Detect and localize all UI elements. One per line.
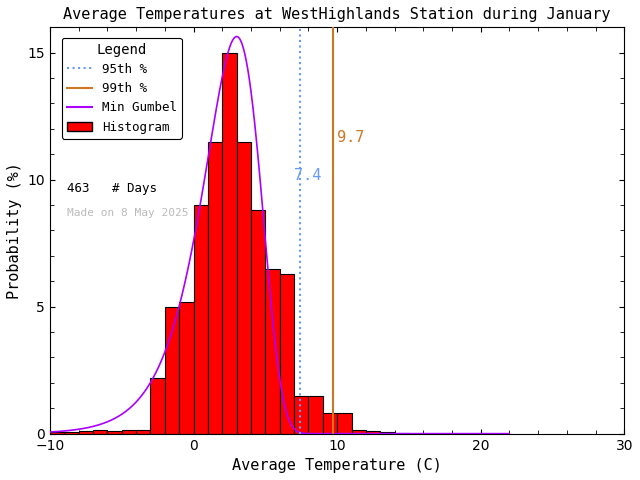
Bar xyxy=(266,268,280,433)
Bar xyxy=(323,413,337,433)
Bar xyxy=(208,142,222,433)
Bar xyxy=(165,307,179,433)
Legend: 95th %, 99th %, Min Gumbel, Histogram: 95th %, 99th %, Min Gumbel, Histogram xyxy=(62,37,182,139)
Bar xyxy=(308,396,323,433)
Bar xyxy=(237,142,251,433)
Title: Average Temperatures at WestHighlands Station during January: Average Temperatures at WestHighlands St… xyxy=(63,7,611,22)
Bar xyxy=(93,430,108,433)
Bar xyxy=(136,430,150,433)
Text: 463   # Days: 463 # Days xyxy=(67,182,157,195)
Bar xyxy=(380,432,395,433)
Bar xyxy=(65,432,79,433)
Bar xyxy=(193,205,208,433)
Bar xyxy=(351,430,366,433)
Bar xyxy=(251,210,266,433)
Text: Made on 8 May 2025: Made on 8 May 2025 xyxy=(67,208,189,218)
Bar xyxy=(366,431,380,433)
Bar xyxy=(50,432,65,433)
Bar xyxy=(122,430,136,433)
Bar xyxy=(337,413,351,433)
Y-axis label: Probability (%): Probability (%) xyxy=(7,162,22,299)
X-axis label: Average Temperature (C): Average Temperature (C) xyxy=(232,458,442,473)
Bar xyxy=(222,53,237,433)
Bar xyxy=(108,431,122,433)
Text: 7.4: 7.4 xyxy=(294,168,321,183)
Bar xyxy=(280,274,294,433)
Bar xyxy=(150,378,165,433)
Text: 9.7: 9.7 xyxy=(337,130,365,144)
Bar xyxy=(179,301,193,433)
Bar xyxy=(294,396,308,433)
Bar xyxy=(79,431,93,433)
